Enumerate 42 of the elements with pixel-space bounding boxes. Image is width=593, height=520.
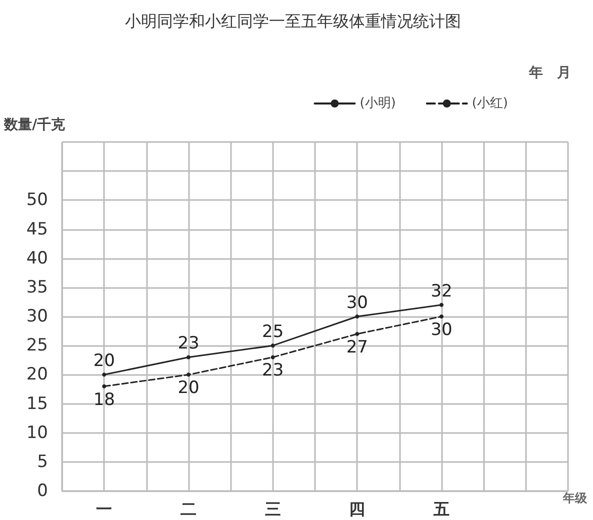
point [355,314,360,318]
x-tick-label: 三 [264,500,281,518]
point [355,332,360,336]
y-axis-title: 数量/千克 [3,116,66,133]
data-label: 20 [178,378,200,398]
text: 年 月 [528,65,571,81]
y-tick-label: 50 [26,190,48,210]
y-tick-label: 45 [26,219,48,240]
data-label: 18 [93,390,115,410]
x-axis-title: 年级 [562,491,588,505]
y-tick-label: 10 [26,422,48,443]
data-label: 23 [178,334,200,354]
x-tick-label: 四 [349,500,366,518]
data-label: 20 [93,351,115,372]
point [270,344,275,348]
point [186,372,190,377]
y-tick-label: 40 [26,248,48,268]
y-tick-label: 35 [26,277,48,298]
point [186,355,190,360]
y-tick-label: 20 [26,364,48,385]
data-label: 23 [262,360,284,381]
y-tick-label: 0 [37,481,48,501]
point [270,355,275,360]
x-tick-label: 五 [432,500,450,518]
y-tick-label: 30 [26,306,48,326]
data-label: 25 [262,322,284,342]
chart-title: 小明同学和小红同学一至五年级体重情况统计图 [125,12,461,30]
data-label: 30 [430,320,452,340]
data-label: 30 [346,293,368,313]
x-tick-label: 一 [96,500,112,518]
y-tick-label: 15 [26,394,48,414]
data-label: 27 [346,337,368,358]
point [440,302,444,307]
point [102,384,106,388]
legend-label: (小红) [472,96,508,111]
x-tick-label: 二 [180,500,196,518]
y-tick-label: 25 [26,336,48,356]
legend-label: (小明) [360,96,396,111]
point [440,314,444,318]
point [102,372,106,377]
data-label: 32 [430,281,452,302]
y-tick-label: 5 [37,452,48,472]
